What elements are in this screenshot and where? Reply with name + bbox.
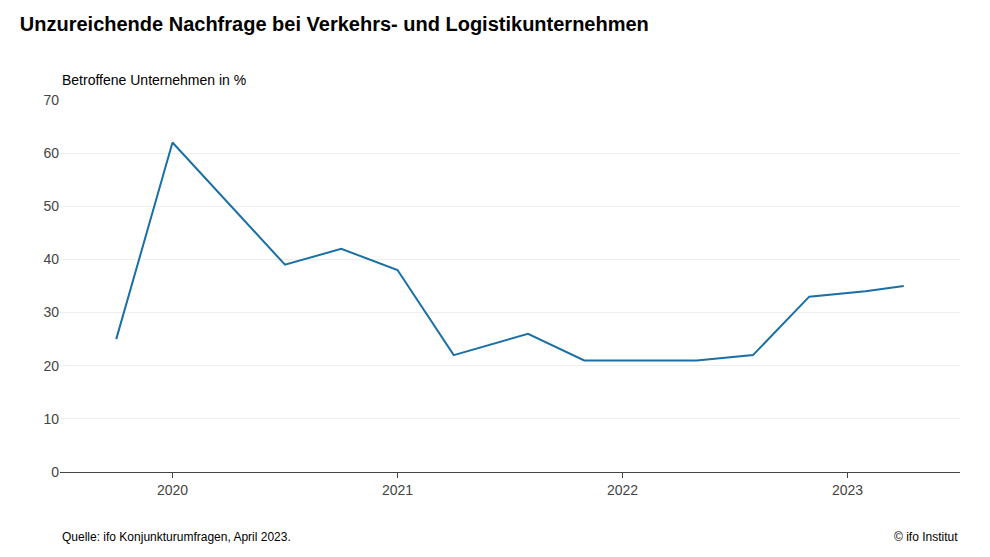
svg-text:Betroffene Unternehmen in %: Betroffene Unternehmen in % [62,72,246,88]
svg-text:30: 30 [43,304,59,320]
svg-text:© ifo Institut: © ifo Institut [894,530,958,544]
svg-text:40: 40 [43,251,59,267]
svg-text:70: 70 [43,92,59,108]
svg-text:2021: 2021 [382,482,413,498]
svg-text:20: 20 [43,358,59,374]
svg-text:0: 0 [51,464,59,480]
svg-text:Quelle: ifo Konjunkturumfragen: Quelle: ifo Konjunkturumfragen, April 20… [62,530,291,544]
svg-text:Unzureichende Nachfrage bei Ve: Unzureichende Nachfrage bei Verkehrs- un… [20,13,649,35]
svg-text:2022: 2022 [607,482,638,498]
svg-text:60: 60 [43,145,59,161]
svg-text:10: 10 [43,411,59,427]
svg-text:50: 50 [43,198,59,214]
svg-text:2023: 2023 [832,482,863,498]
svg-text:2020: 2020 [157,482,188,498]
